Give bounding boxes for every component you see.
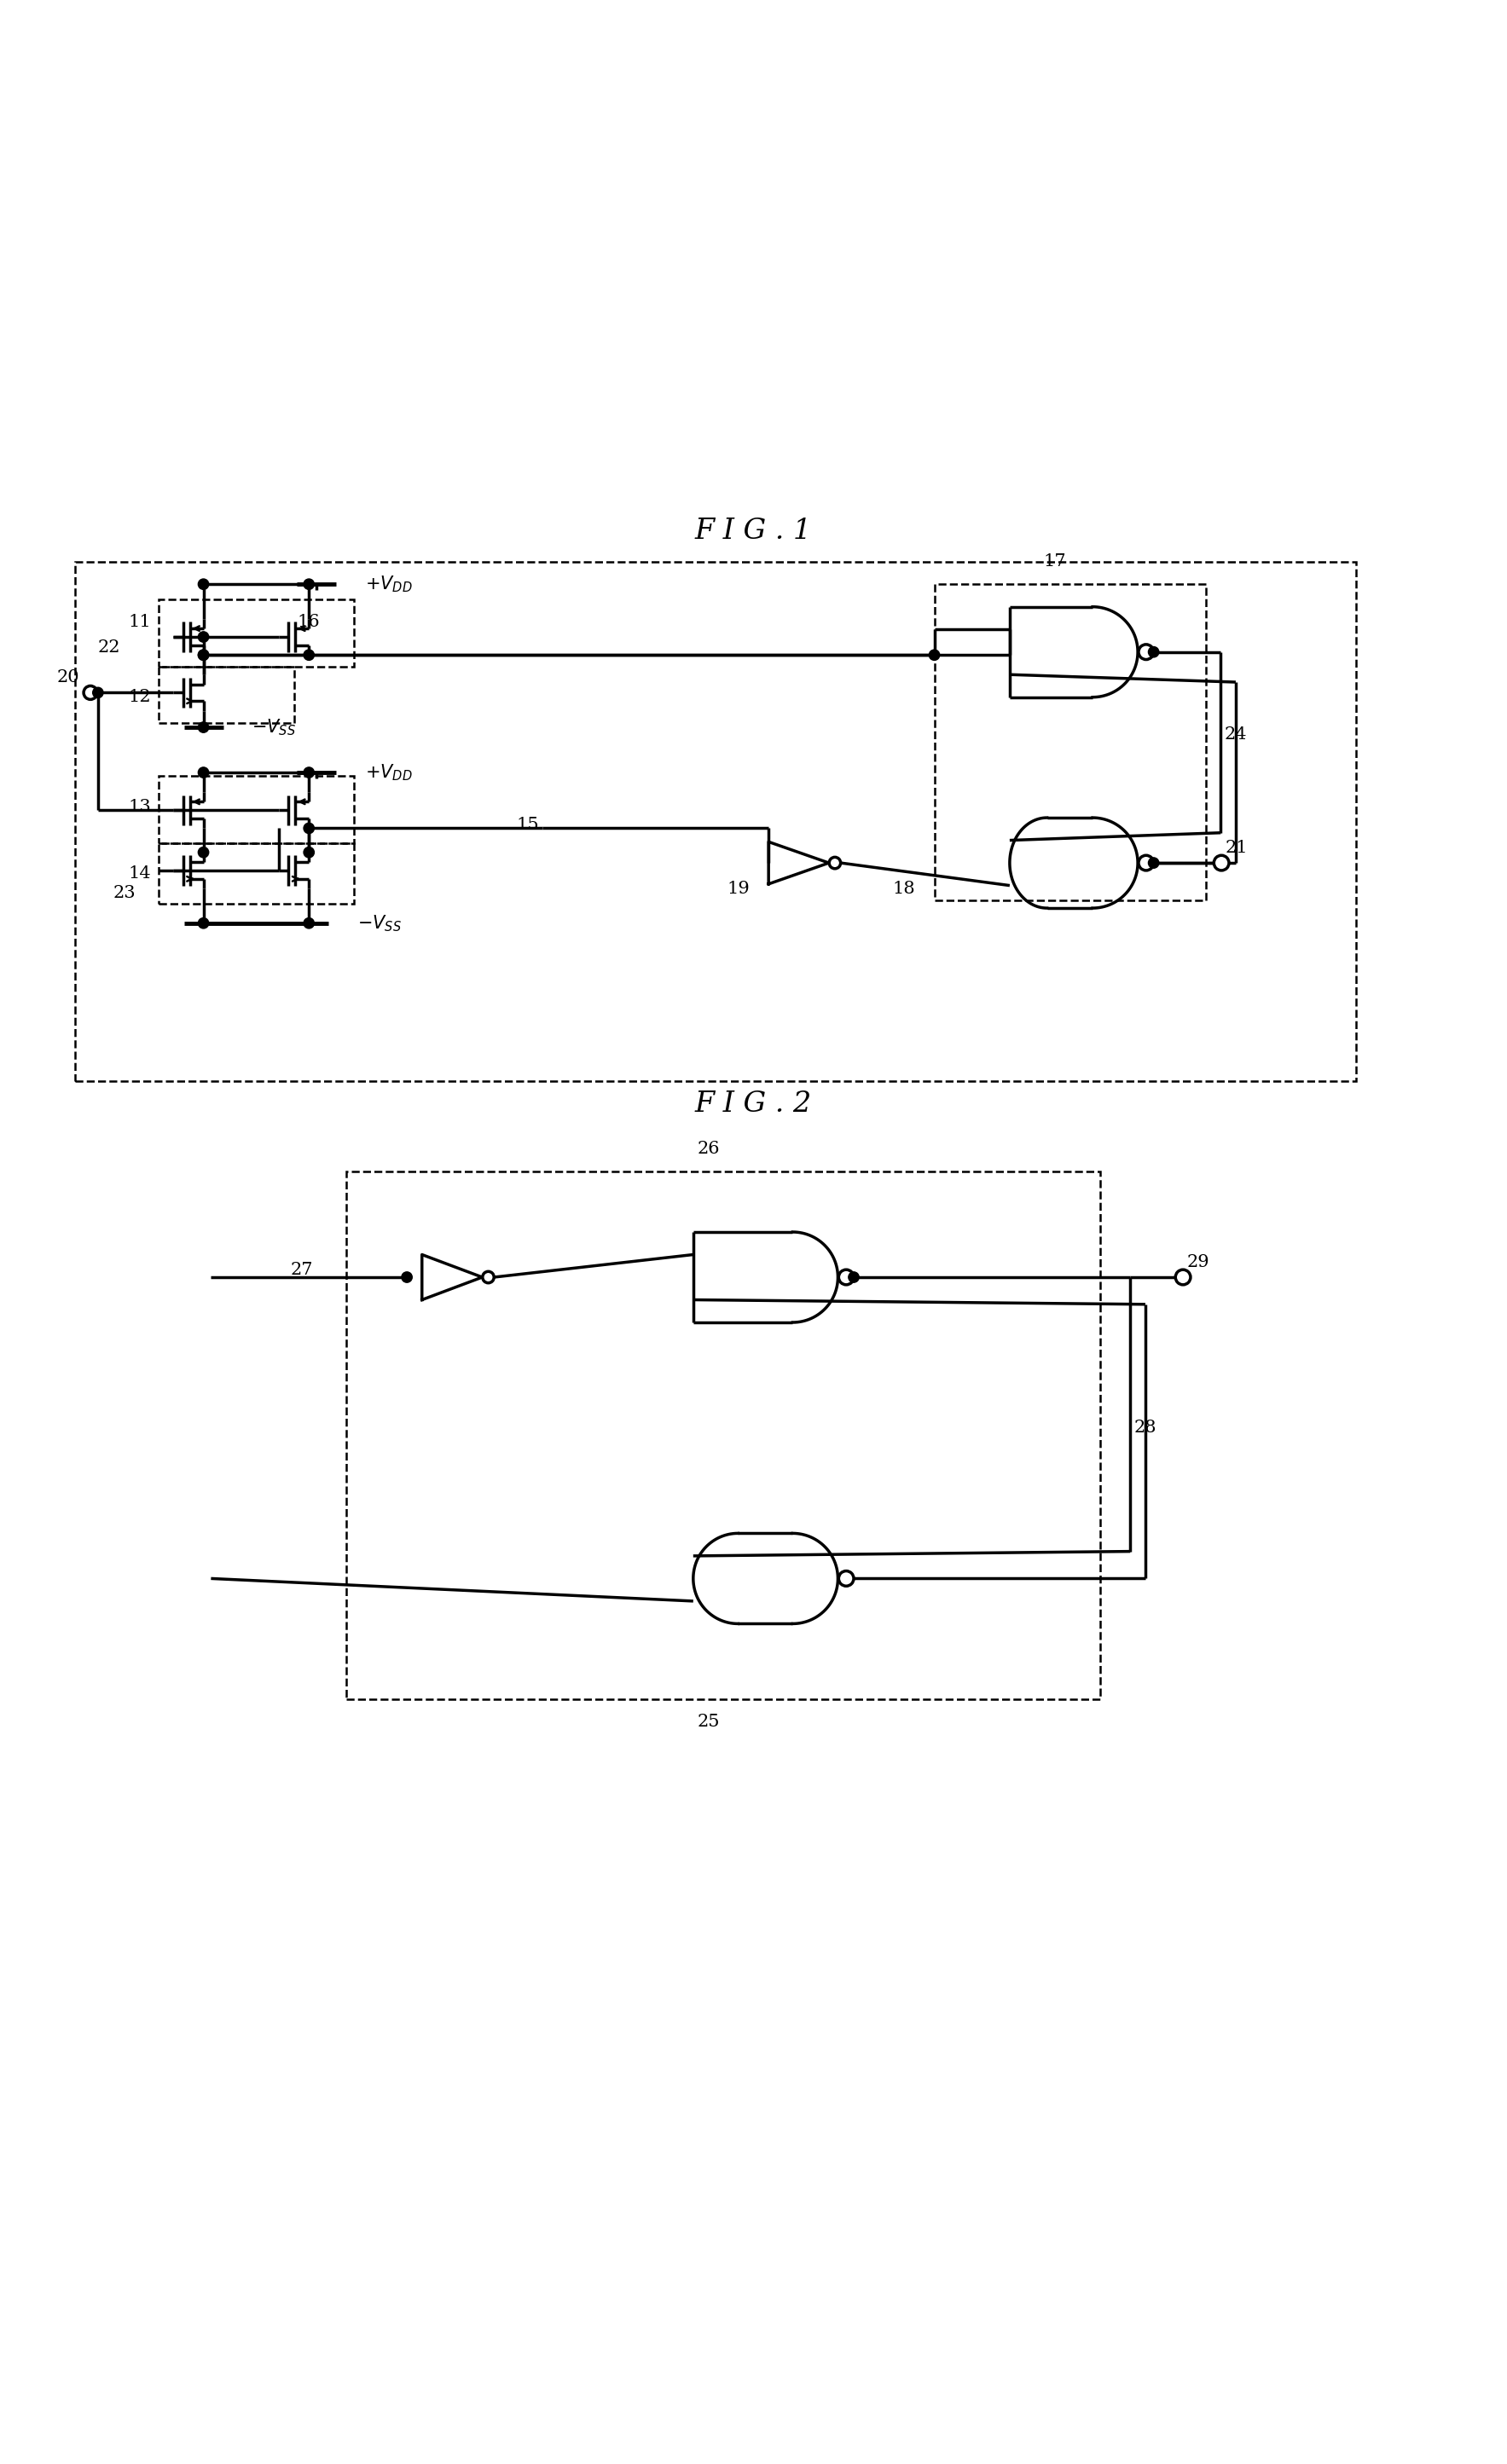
Circle shape (1148, 646, 1159, 658)
Circle shape (838, 1572, 853, 1587)
Circle shape (829, 857, 841, 870)
Text: 17: 17 (1043, 554, 1067, 569)
Text: 19: 19 (726, 880, 750, 897)
Circle shape (838, 1269, 853, 1284)
Circle shape (197, 631, 208, 643)
Circle shape (482, 1271, 494, 1284)
Circle shape (197, 579, 208, 589)
Text: 18: 18 (892, 880, 916, 897)
Text: 15: 15 (515, 818, 540, 833)
Circle shape (1213, 855, 1230, 870)
Text: 12: 12 (128, 690, 151, 705)
Circle shape (1148, 857, 1159, 867)
Text: 14: 14 (128, 865, 151, 882)
Text: 16: 16 (297, 614, 321, 631)
Circle shape (848, 1271, 859, 1281)
Circle shape (1138, 646, 1154, 660)
Text: 29: 29 (1186, 1254, 1210, 1271)
Circle shape (303, 919, 313, 929)
Text: F I G . 2: F I G . 2 (695, 1089, 812, 1119)
Text: $-V_{SS}$: $-V_{SS}$ (357, 914, 401, 934)
Text: 28: 28 (1135, 1419, 1156, 1437)
Circle shape (928, 650, 940, 660)
Circle shape (197, 722, 208, 732)
Text: 24: 24 (1225, 727, 1246, 744)
Circle shape (1138, 855, 1154, 870)
Circle shape (303, 579, 313, 589)
Circle shape (197, 766, 208, 779)
Circle shape (303, 766, 313, 779)
Text: F I G . 1: F I G . 1 (695, 517, 812, 545)
Text: 11: 11 (128, 614, 151, 631)
Circle shape (197, 650, 208, 660)
Text: 13: 13 (128, 798, 151, 816)
Text: 27: 27 (291, 1262, 312, 1279)
Circle shape (303, 848, 313, 857)
Text: 26: 26 (698, 1141, 719, 1158)
Text: 22: 22 (98, 638, 121, 655)
Text: 25: 25 (698, 1712, 719, 1730)
Circle shape (401, 1271, 411, 1281)
Circle shape (197, 848, 208, 857)
Text: $+V_{DD}$: $+V_{DD}$ (365, 761, 411, 784)
Circle shape (303, 823, 313, 833)
Text: 21: 21 (1225, 840, 1248, 855)
Circle shape (84, 685, 96, 700)
Text: $+V_{DD}$: $+V_{DD}$ (365, 574, 411, 594)
Circle shape (92, 687, 102, 697)
Text: 23: 23 (113, 885, 136, 902)
Text: $-V_{SS}$: $-V_{SS}$ (252, 717, 295, 737)
Circle shape (303, 650, 313, 660)
Circle shape (1175, 1269, 1191, 1284)
Text: 20: 20 (56, 670, 80, 685)
Circle shape (197, 919, 208, 929)
Circle shape (197, 650, 208, 660)
